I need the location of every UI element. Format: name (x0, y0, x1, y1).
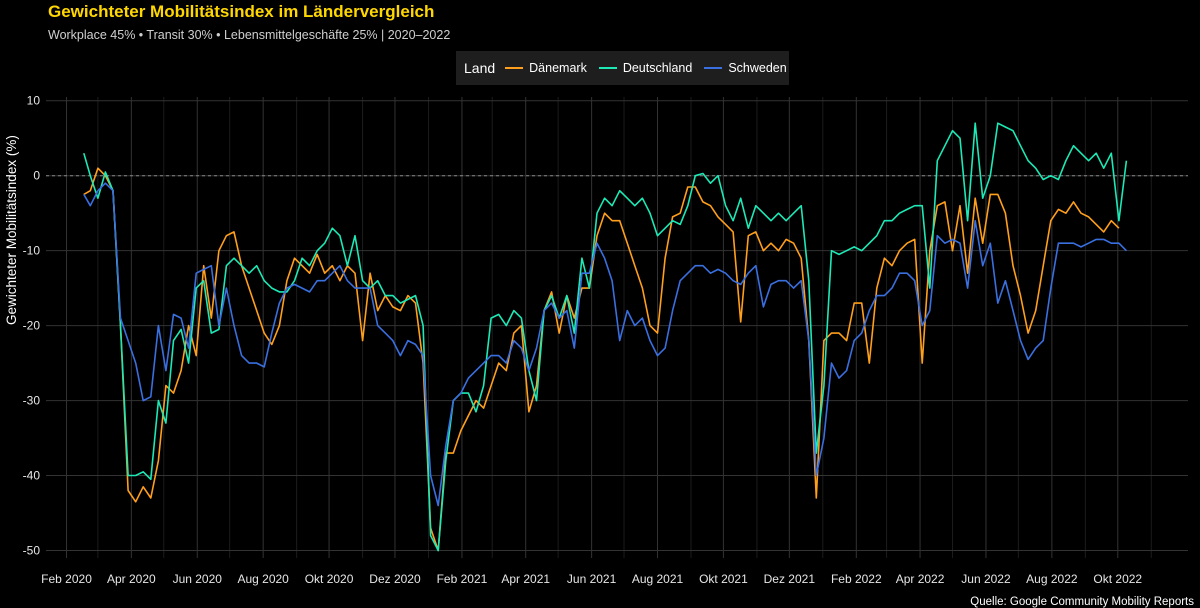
x-tick-label: Jun 2022 (961, 572, 1011, 586)
series-layer (83, 122, 1128, 552)
legend-key-schweden (704, 67, 723, 69)
x-tick-label: Feb 2020 (41, 572, 92, 586)
y-tick-label: -40 (23, 469, 41, 483)
legend-item-schweden: Schweden (704, 61, 787, 75)
series-line-deutschland (83, 122, 1128, 552)
x-tick-label: Dez 2020 (369, 572, 421, 586)
legend-label-schweden: Schweden (728, 61, 787, 75)
source-caption: Quelle: Google Community Mobility Report… (970, 596, 1194, 608)
y-tick-label: 10 (27, 94, 41, 108)
x-tick-label: Dez 2021 (764, 572, 816, 586)
x-tick-label: Apr 2020 (107, 572, 156, 586)
x-tick-label: Jun 2021 (567, 572, 617, 586)
legend-item-deutschland: Deutschland (598, 61, 693, 75)
legend-key-daenemark (505, 67, 524, 69)
series-line-schweden (83, 182, 1127, 507)
y-tick-label: 0 (33, 169, 40, 183)
x-tick-label: Jun 2020 (173, 572, 223, 586)
x-tick-label: Okt 2020 (305, 572, 354, 586)
x-tick-label: Aug 2020 (237, 572, 289, 586)
grid-minor (97, 97, 1152, 558)
x-tick-labels: Feb 2020 Apr 2020 Jun 2020 Aug 2020 Okt 2020… (41, 572, 1142, 586)
y-tick-labels: 10 0 -10 -20 -30 -40 -50 (23, 94, 41, 558)
chart-subtitle: Workplace 45% • Transit 30% • Lebensmitt… (48, 28, 451, 42)
x-tick-label: Feb 2021 (437, 572, 488, 586)
y-tick-label: -20 (23, 319, 41, 333)
legend-title: Land (464, 60, 496, 76)
x-tick-label: Feb 2022 (831, 572, 882, 586)
x-tick-label: Aug 2021 (632, 572, 684, 586)
legend-label-deutschland: Deutschland (622, 61, 693, 75)
legend: Land Dänemark Deutschland Schweden (456, 51, 789, 85)
y-tick-label: -30 (23, 394, 41, 408)
legend-label-daenemark: Dänemark (529, 61, 587, 75)
y-tick-label: -50 (23, 544, 41, 558)
series-line-daenemark (83, 167, 1120, 552)
chart-title: Gewichteter Mobilitätsindex im Länderver… (48, 2, 435, 21)
x-tick-label: Okt 2022 (1093, 572, 1142, 586)
legend-item-daenemark: Dänemark (505, 61, 587, 75)
x-tick-label: Apr 2021 (501, 572, 550, 586)
x-tick-label: Aug 2022 (1026, 572, 1078, 586)
y-tick-label: -10 (23, 244, 41, 258)
legend-key-deutschland (598, 67, 617, 69)
x-tick-label: Apr 2022 (896, 572, 945, 586)
x-tick-label: Okt 2021 (699, 572, 748, 586)
